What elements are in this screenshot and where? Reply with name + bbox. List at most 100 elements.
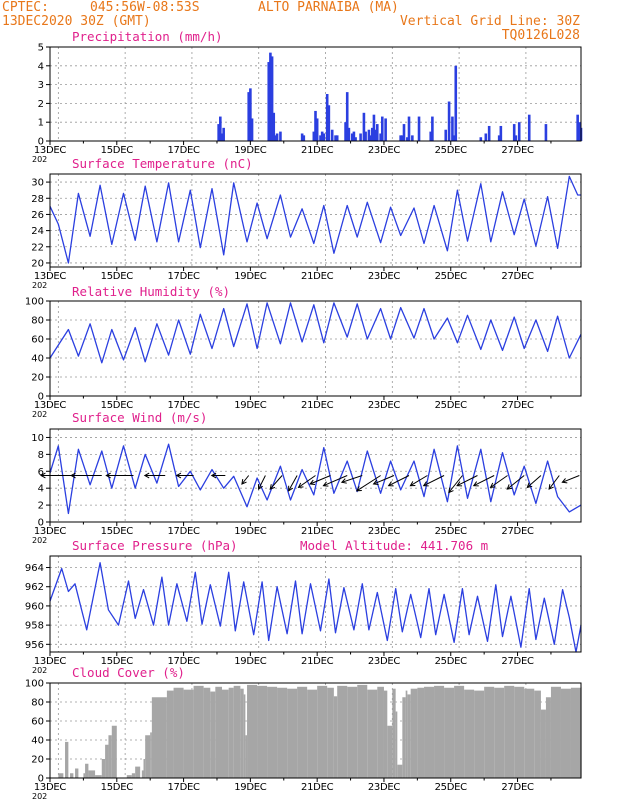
- precip-bar: [379, 133, 382, 141]
- y-tick-label: 20: [31, 258, 44, 269]
- wind-vector: [423, 475, 445, 487]
- precip-bar: [279, 131, 282, 141]
- y-tick-label: 28: [31, 194, 44, 205]
- header-date: 13DEC2020 30Z (GMT): [2, 14, 151, 29]
- wind-vector: [258, 475, 266, 490]
- precip-bar: [384, 118, 387, 141]
- wind-vector-head: [322, 481, 329, 487]
- cloud-bar: [367, 689, 378, 778]
- y-tick-label: 2: [38, 99, 44, 110]
- x-tick-label: 21DEC: [301, 400, 334, 411]
- precip-bar: [411, 135, 414, 141]
- y-tick-label: 3: [38, 80, 44, 91]
- precip-bar: [325, 94, 329, 141]
- cloud-bar: [405, 690, 408, 778]
- wind-vector-head: [143, 472, 150, 479]
- cloud-bar: [277, 687, 288, 778]
- x-tick-label: 23DEC: [368, 526, 401, 537]
- wind-vector-head: [387, 481, 394, 487]
- y-tick-label: 40: [31, 354, 44, 365]
- precip-bar: [544, 124, 548, 141]
- precip-bar: [375, 124, 379, 141]
- cloud-bar: [392, 688, 396, 778]
- wind-vector-head: [448, 487, 454, 494]
- cloud-bar: [101, 759, 106, 778]
- header-grid-note: Vertical Grid Line: 30Z: [400, 14, 580, 29]
- precip-bar: [369, 135, 372, 141]
- precip-bar: [499, 125, 503, 141]
- x-tick-label: 21DEC: [301, 526, 334, 537]
- cloud-bar: [88, 770, 96, 778]
- precip-bar: [454, 65, 458, 141]
- wind-vector-head: [210, 472, 217, 479]
- cloud-bar: [524, 688, 535, 778]
- cloud-bar: [504, 685, 515, 778]
- x-tick-label: 25DEC: [435, 782, 468, 793]
- cloud-bar: [402, 697, 406, 778]
- cloud-bar: [267, 686, 278, 778]
- cloud-bar: [183, 689, 194, 778]
- x-tick-label: 27DEC: [501, 400, 534, 411]
- wind-vector-head: [489, 482, 496, 488]
- wind-vector: [526, 475, 542, 488]
- x-tick-label: 27DEC: [501, 145, 534, 156]
- wind-vector-head: [456, 481, 463, 487]
- precip-bar: [407, 116, 411, 141]
- precip-bar: [374, 129, 377, 141]
- cloud-bar: [534, 690, 541, 778]
- cloud-bar: [484, 686, 495, 778]
- x-tick-label: 25DEC: [435, 656, 468, 667]
- precip-bar: [578, 122, 581, 141]
- x-tick-label: 13DEC: [34, 782, 67, 793]
- wind-vector: [473, 475, 495, 487]
- wind-vector: [448, 475, 463, 493]
- precip-bar: [447, 101, 451, 141]
- x-year-fragment: 202: [32, 536, 47, 545]
- precip-bar: [527, 114, 531, 141]
- wind-vector-head: [355, 486, 362, 492]
- precip-bar: [320, 131, 324, 141]
- cloud-bar: [550, 686, 561, 778]
- cloud-bar: [434, 685, 445, 778]
- y-tick-label: 962: [25, 582, 44, 593]
- cloud-bar: [215, 686, 222, 778]
- wind-vector: [548, 475, 560, 490]
- cloud-bar: [85, 763, 89, 778]
- x-tick-label: 15DEC: [101, 656, 134, 667]
- plot-area: [49, 302, 582, 364]
- panel-title: Surface Temperature (nC): [72, 156, 253, 171]
- y-tick-label: 22: [31, 242, 44, 253]
- cloud-bar: [145, 735, 151, 778]
- wind-vector-head: [472, 481, 479, 487]
- precip-bar: [350, 133, 354, 141]
- wind-vector: [410, 475, 428, 487]
- x-tick-label: 15DEC: [101, 271, 134, 282]
- y-tick-label: 8: [38, 450, 44, 461]
- y-tick-label: 0: [38, 392, 44, 403]
- precip-bar: [217, 124, 220, 141]
- y-tick-label: 2: [38, 501, 44, 512]
- cloud-bar: [243, 694, 246, 778]
- precip-bar: [352, 131, 356, 141]
- panel-title: Surface Pressure (hPa): [72, 538, 238, 553]
- x-tick-label: 17DEC: [167, 271, 200, 282]
- y-tick-label: 960: [25, 601, 44, 612]
- panel-5: Cloud Cover (%) 0 20 40 60 80 100 13DEC 15DEC 17D…: [25, 665, 582, 800]
- x-tick-label: 17DEC: [167, 400, 200, 411]
- wind-vector: [288, 475, 298, 492]
- cloud-bar: [135, 766, 141, 778]
- precip-bar: [314, 110, 317, 141]
- panel-title: Surface Wind (m/s): [72, 410, 207, 425]
- wind-vector-head: [269, 484, 276, 490]
- panel-title: Relative Humidity (%): [72, 284, 230, 299]
- x-tick-label: 15DEC: [101, 400, 134, 411]
- cloud-bar: [383, 690, 388, 778]
- wind-vector-head: [241, 478, 247, 485]
- cloud-bar: [494, 687, 505, 778]
- x-year-fragment: 202: [32, 666, 47, 675]
- precip-bar: [512, 124, 516, 141]
- y-tick-label: 964: [25, 563, 44, 574]
- cloud-bar: [210, 691, 216, 778]
- plot-area: [49, 175, 581, 264]
- precip-bar: [431, 116, 434, 141]
